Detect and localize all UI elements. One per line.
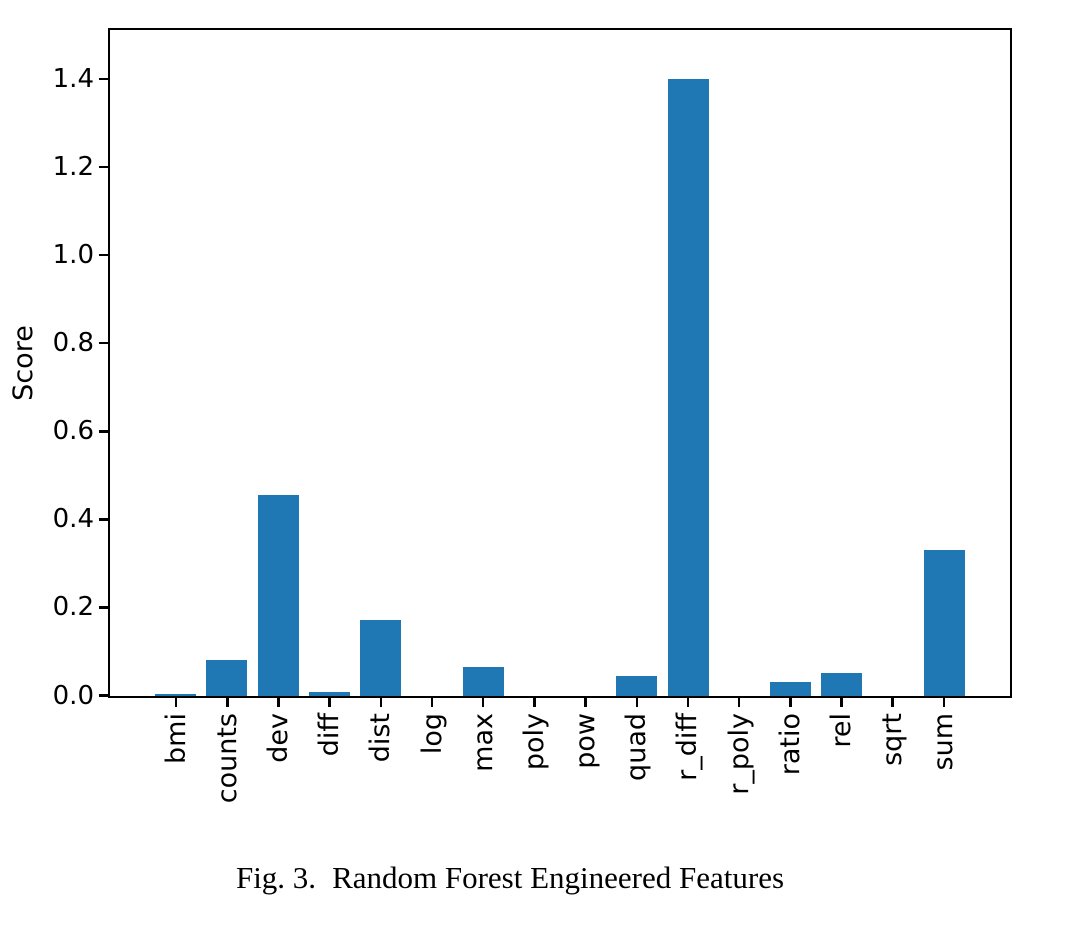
x-tick-label-diff: diff [314,713,346,757]
x-tick-mark [840,698,843,707]
x-tick-label-dev: dev [262,713,294,763]
y-tick-label: 1.4 [52,63,94,94]
y-tick-label: 0.8 [52,328,94,359]
x-tick-label-wrap: pow [564,713,608,769]
bar-bmi [155,693,197,696]
y-tick-mark [99,341,108,345]
x-tick-label-max: max [467,713,499,772]
bar-slot-pow [560,30,611,696]
x-tick-mark [379,698,383,707]
x-tick-mark [481,698,485,707]
x-tick-mark [277,698,280,707]
x-tick-label-log: log [416,713,448,755]
x-tick-mark [328,698,331,707]
x-tick-label-wrap: max [461,713,505,772]
y-tick-mark [99,606,108,609]
x-tick-label-ratio: ratio [774,713,806,776]
bar-r_diff [667,78,709,696]
x-tick-label-wrap: counts [205,713,249,803]
caption-title: Random Forest Engineered Features [332,860,785,895]
bar-slot-ratio [765,30,816,696]
bar-slot-dist [355,30,406,696]
x-tick-label-rel: rel [826,713,858,748]
x-tick-label-bmi: bmi [160,713,192,764]
x-tick-mark [584,698,587,707]
y-tick-label: 1.0 [52,240,94,271]
caption-label: Fig. 3. [235,860,317,895]
y-tick-mark [99,694,108,697]
bar-slot-dev [253,30,304,696]
y-tick-mark [99,165,108,169]
y-tick-label: 0.2 [52,592,94,623]
x-tick-label-wrap: rel [820,713,864,748]
bar-ratio [770,681,812,696]
x-tick-label-wrap: quad [615,713,659,781]
x-tick-label-wrap: diff [308,713,352,756]
x-tick-label-wrap: ratio [768,713,812,775]
bar-slot-log [406,30,457,696]
x-tick-label-wrap: dist [359,713,403,762]
bar-slot-counts [201,30,252,696]
x-tick-label-r_poly: r_poly [723,713,755,795]
x-tick-label-wrap: r_diff [666,713,710,781]
bar-quad [616,675,658,696]
x-tick-label-wrap: bmi [154,713,198,764]
x-tick-label-quad: quad [621,713,653,781]
bars-container [110,30,1010,696]
x-tick-mark [789,698,792,707]
bar-dev [257,495,299,696]
y-tick-label: 1.2 [52,152,94,183]
bar-slot-sqrt [868,30,919,696]
x-tick-mark [174,698,178,707]
x-tick-label-wrap: poly [512,713,556,770]
bar-max [462,667,504,696]
y-tick-mark [99,430,108,433]
x-tick-label-wrap: sqrt [871,713,915,766]
bar-diff [308,692,350,696]
x-tick-label-wrap: sum [922,713,966,770]
bar-slot-diff [304,30,355,696]
x-tick-mark [891,698,894,707]
y-tick-label: 0.4 [52,504,94,535]
bar-slot-r_diff [663,30,714,696]
bar-slot-r_poly [714,30,765,696]
y-tick-mark [99,518,108,521]
y-tick-label: 0.6 [52,416,94,447]
y-tick-label: 0.0 [52,680,94,711]
bar-rel [821,673,863,696]
y-tick-mark [99,77,108,81]
y-tick-mark [99,253,108,257]
x-tick-label-poly: poly [518,713,550,771]
x-tick-label-sum: sum [928,713,960,771]
bar-slot-max [458,30,509,696]
bar-slot-quad [611,30,662,696]
plot-area [108,28,1012,698]
bar-sum [923,550,965,696]
bar-slot-rel [816,30,867,696]
x-tick-label-counts: counts [211,713,243,804]
x-tick-mark [942,698,946,707]
x-tick-mark [737,698,741,707]
x-tick-label-r_diff: r_diff [672,713,704,781]
x-tick-label-sqrt: sqrt [877,713,909,766]
x-tick-label-dist: dist [365,713,397,763]
x-tick-label-wrap: dev [256,713,300,763]
x-tick-mark [686,698,690,707]
figure-caption: Fig. 3. Random Forest Engineered Features [0,860,1020,896]
x-tick-label-pow: pow [570,713,602,769]
bar-counts [206,660,248,696]
bar-slot-sum [919,30,970,696]
x-tick-label-wrap: r_poly [717,713,761,795]
bar-slot-bmi [150,30,201,696]
x-tick-mark [226,698,229,707]
x-tick-mark [430,698,434,707]
x-tick-label-wrap: log [410,713,454,754]
bar-slot-poly [509,30,560,696]
bar-dist [360,619,402,696]
x-tick-mark [533,698,536,707]
x-tick-mark [635,698,639,707]
